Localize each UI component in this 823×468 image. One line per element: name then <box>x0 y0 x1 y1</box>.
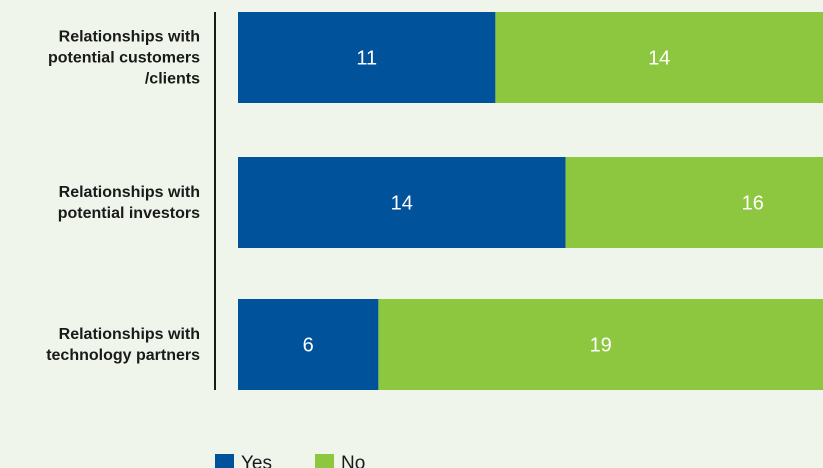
legend: Yes No <box>215 453 365 468</box>
bars: 11 14 14 16 6 19 <box>238 12 823 390</box>
data-label-yes-1: 14 <box>391 193 413 215</box>
category-label-2: Relationships with technology partners <box>46 326 200 364</box>
data-label-no-1: 16 <box>742 193 764 215</box>
category-label-1: Relationships with potential investors <box>58 184 200 222</box>
bar-no-2 <box>378 299 823 390</box>
category-label-0: Relationships with potential customers/cl… <box>48 29 200 88</box>
category-labels: Relationships with potential customers/cl… <box>46 29 200 365</box>
legend-label-no: No <box>341 453 365 468</box>
legend-swatch-no <box>315 454 334 468</box>
data-label-yes-0: 11 <box>356 48 377 70</box>
legend-swatch-yes <box>215 454 234 468</box>
data-label-no-0: 14 <box>648 48 670 70</box>
bar-no-1 <box>565 157 823 248</box>
data-label-yes-2: 6 <box>303 335 314 357</box>
legend-label-yes: Yes <box>241 453 272 468</box>
bar-yes-1 <box>238 157 566 248</box>
bar-no-0 <box>495 12 823 103</box>
data-label-no-2: 19 <box>590 335 612 357</box>
bar-yes-0 <box>238 12 496 103</box>
bar-yes-2 <box>238 299 379 390</box>
